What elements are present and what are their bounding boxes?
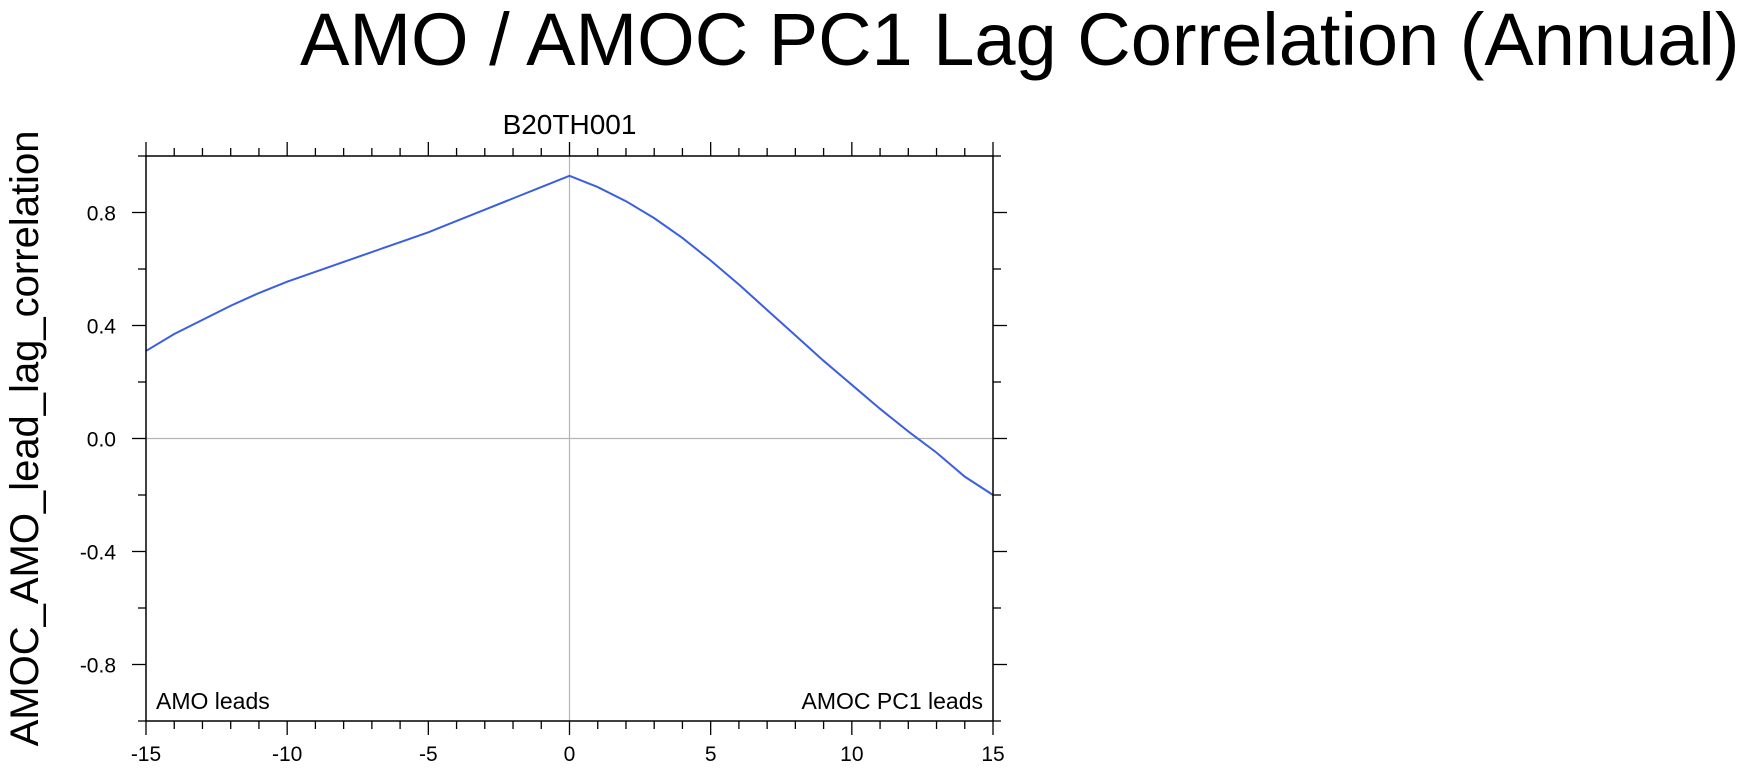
- series-layer: [145, 174, 994, 496]
- y-tick-label: 0.4: [87, 316, 117, 339]
- x-tick-label: 5: [705, 743, 717, 766]
- plot-frame: [145, 155, 994, 722]
- x-tick-label: -5: [419, 743, 438, 766]
- annotation-amo-leads: AMO leads: [156, 688, 270, 714]
- x-tick-label: 0: [564, 743, 576, 766]
- series-line-b20th001: [145, 174, 994, 496]
- chart-subtitle: B20TH001: [503, 109, 637, 140]
- y-tick-label: -0.8: [80, 655, 116, 678]
- tick-marks: [132, 142, 1007, 735]
- x-tick-label: -10: [272, 743, 302, 766]
- reference-lines: [146, 156, 993, 721]
- tick-labels: -15 -10 -5 0 5 10 15 -0.8 -0.4 0.0 0.4 0.8: [80, 203, 1005, 767]
- y-axis-label: AMOC_AMO_lead_lag_correlation: [3, 131, 47, 747]
- chart-title: AMO / AMOC PC1 Lag Correlation (Annual): [300, 0, 1740, 81]
- y-tick-label: 0.0: [87, 429, 116, 452]
- y-tick-label: -0.4: [80, 542, 117, 565]
- x-tick-label: -15: [131, 743, 161, 766]
- y-tick-label: 0.8: [87, 203, 116, 226]
- annotation-amoc-pc1-leads: AMOC PC1 leads: [801, 688, 983, 714]
- x-tick-label: 15: [981, 743, 1004, 766]
- x-tick-label: 10: [840, 743, 863, 766]
